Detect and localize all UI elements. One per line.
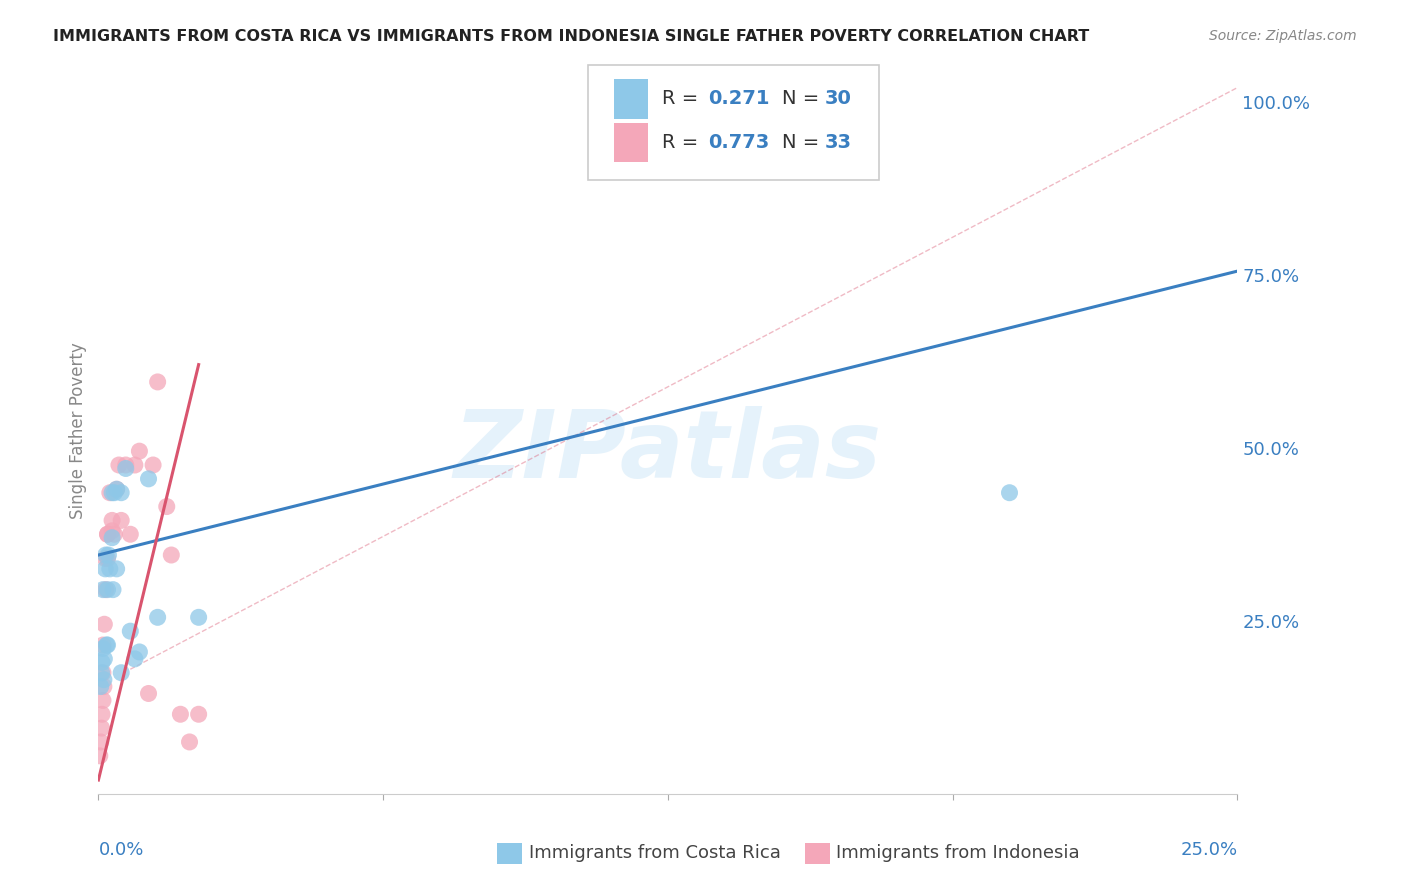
Point bbox=[97, 548, 120, 562]
Point bbox=[110, 665, 132, 680]
Point bbox=[114, 458, 136, 472]
Text: 30: 30 bbox=[825, 89, 852, 109]
Point bbox=[89, 748, 111, 763]
Text: ZIPatlas: ZIPatlas bbox=[454, 406, 882, 499]
Point bbox=[160, 548, 183, 562]
Point bbox=[103, 485, 125, 500]
Point bbox=[108, 458, 131, 472]
FancyBboxPatch shape bbox=[498, 843, 522, 863]
Point bbox=[96, 638, 118, 652]
Text: 0.271: 0.271 bbox=[707, 89, 769, 109]
Point bbox=[96, 582, 118, 597]
Point bbox=[91, 707, 114, 722]
Point bbox=[998, 485, 1021, 500]
Point bbox=[94, 551, 117, 566]
Point bbox=[120, 527, 142, 541]
Point bbox=[105, 482, 128, 496]
Text: 25.0%: 25.0% bbox=[1180, 841, 1237, 859]
Point bbox=[128, 645, 150, 659]
Point bbox=[146, 375, 169, 389]
Point bbox=[94, 548, 117, 562]
Point bbox=[110, 485, 132, 500]
Point bbox=[142, 458, 165, 472]
Point bbox=[93, 680, 115, 694]
Point bbox=[103, 527, 125, 541]
FancyBboxPatch shape bbox=[588, 65, 879, 179]
Point bbox=[110, 513, 132, 527]
Point bbox=[105, 562, 128, 576]
Point bbox=[96, 527, 118, 541]
Point bbox=[169, 707, 191, 722]
FancyBboxPatch shape bbox=[614, 78, 648, 119]
Text: Immigrants from Indonesia: Immigrants from Indonesia bbox=[837, 845, 1080, 863]
Point bbox=[138, 472, 160, 486]
Text: 0.0%: 0.0% bbox=[98, 841, 143, 859]
Point bbox=[90, 680, 112, 694]
Text: Immigrants from Costa Rica: Immigrants from Costa Rica bbox=[529, 845, 780, 863]
Point bbox=[138, 686, 160, 700]
Point bbox=[93, 673, 115, 687]
Point bbox=[91, 641, 114, 656]
Text: R =: R = bbox=[662, 133, 704, 152]
Point bbox=[94, 562, 117, 576]
Y-axis label: Single Father Poverty: Single Father Poverty bbox=[69, 342, 87, 519]
Point bbox=[187, 707, 209, 722]
Point bbox=[146, 610, 169, 624]
Point bbox=[179, 735, 201, 749]
Text: IMMIGRANTS FROM COSTA RICA VS IMMIGRANTS FROM INDONESIA SINGLE FATHER POVERTY CO: IMMIGRANTS FROM COSTA RICA VS IMMIGRANTS… bbox=[53, 29, 1090, 44]
Point bbox=[96, 551, 118, 566]
Point bbox=[101, 524, 124, 538]
Point bbox=[93, 652, 115, 666]
Point bbox=[98, 562, 121, 576]
Point bbox=[90, 665, 112, 680]
Point bbox=[120, 624, 142, 639]
Point bbox=[124, 652, 146, 666]
Point bbox=[101, 485, 124, 500]
Text: N =: N = bbox=[782, 89, 825, 109]
Point bbox=[91, 656, 114, 670]
Text: N =: N = bbox=[782, 133, 825, 152]
Point bbox=[156, 500, 179, 514]
Point bbox=[96, 638, 118, 652]
Point bbox=[101, 513, 124, 527]
Text: R =: R = bbox=[662, 89, 704, 109]
Point bbox=[124, 458, 146, 472]
Point bbox=[91, 582, 114, 597]
Text: 33: 33 bbox=[825, 133, 852, 152]
FancyBboxPatch shape bbox=[804, 843, 830, 863]
Point bbox=[94, 582, 117, 597]
Point bbox=[105, 482, 128, 496]
Point bbox=[93, 617, 115, 632]
Point bbox=[114, 461, 136, 475]
Point bbox=[101, 531, 124, 545]
Point bbox=[91, 665, 114, 680]
Point bbox=[187, 610, 209, 624]
Text: Source: ZipAtlas.com: Source: ZipAtlas.com bbox=[1209, 29, 1357, 43]
Point bbox=[96, 527, 118, 541]
Point bbox=[91, 638, 114, 652]
Point bbox=[101, 582, 124, 597]
Point bbox=[90, 735, 112, 749]
Text: 0.773: 0.773 bbox=[707, 133, 769, 152]
Point bbox=[90, 721, 112, 735]
FancyBboxPatch shape bbox=[614, 122, 648, 162]
Point bbox=[91, 693, 114, 707]
Point bbox=[98, 485, 121, 500]
Point bbox=[128, 444, 150, 458]
